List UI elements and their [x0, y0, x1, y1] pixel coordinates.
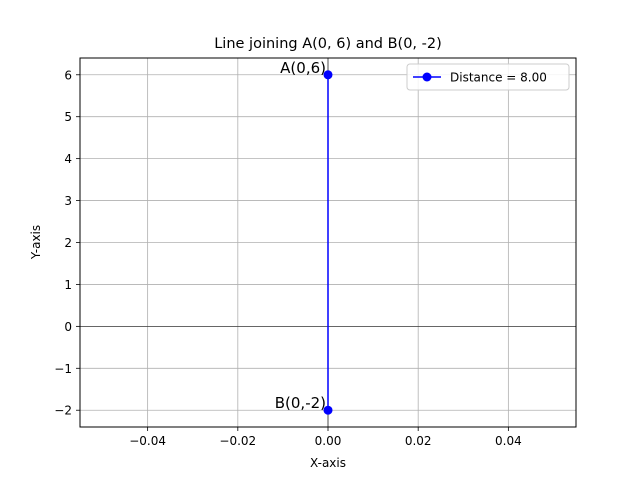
y-tick-label: 2	[64, 236, 72, 250]
x-tick-label: 0.02	[405, 434, 432, 448]
x-tick-label: −0.04	[129, 434, 166, 448]
x-tick-label: −0.02	[219, 434, 256, 448]
legend: Distance = 8.00	[406, 63, 570, 91]
y-tick-label: −1	[54, 362, 72, 376]
point-annotation: A(0,6)	[280, 59, 326, 77]
legend-label: Distance = 8.00	[450, 71, 547, 85]
y-tick-label: 5	[64, 110, 72, 124]
legend-marker	[422, 72, 432, 82]
point-annotation: B(0,-2)	[275, 394, 326, 412]
y-axis-label: Y-axis	[29, 225, 43, 260]
annotation-layer: A(0,6) B(0,-2)	[275, 59, 326, 412]
tick-layer: −0.04 −0.02 0.00 0.02 0.04 −2 −1 0 1 2 3 4 5 6	[54, 68, 521, 448]
y-tick-label: 6	[64, 68, 72, 82]
x-axis-label: X-axis	[310, 456, 346, 470]
x-tick-label: 0.00	[315, 434, 342, 448]
x-tick-label: 0.04	[495, 434, 522, 448]
y-tick-label: 4	[64, 152, 72, 166]
data-point	[323, 405, 333, 415]
series-layer	[323, 70, 333, 415]
y-tick-label: 0	[64, 320, 72, 334]
data-point	[323, 70, 333, 80]
y-tick-label: 3	[64, 194, 72, 208]
y-tick-label: 1	[64, 278, 72, 292]
y-tick-label: −2	[54, 404, 72, 418]
chart-title: Line joining A(0, 6) and B(0, -2)	[214, 36, 442, 52]
legend-box	[406, 63, 570, 91]
